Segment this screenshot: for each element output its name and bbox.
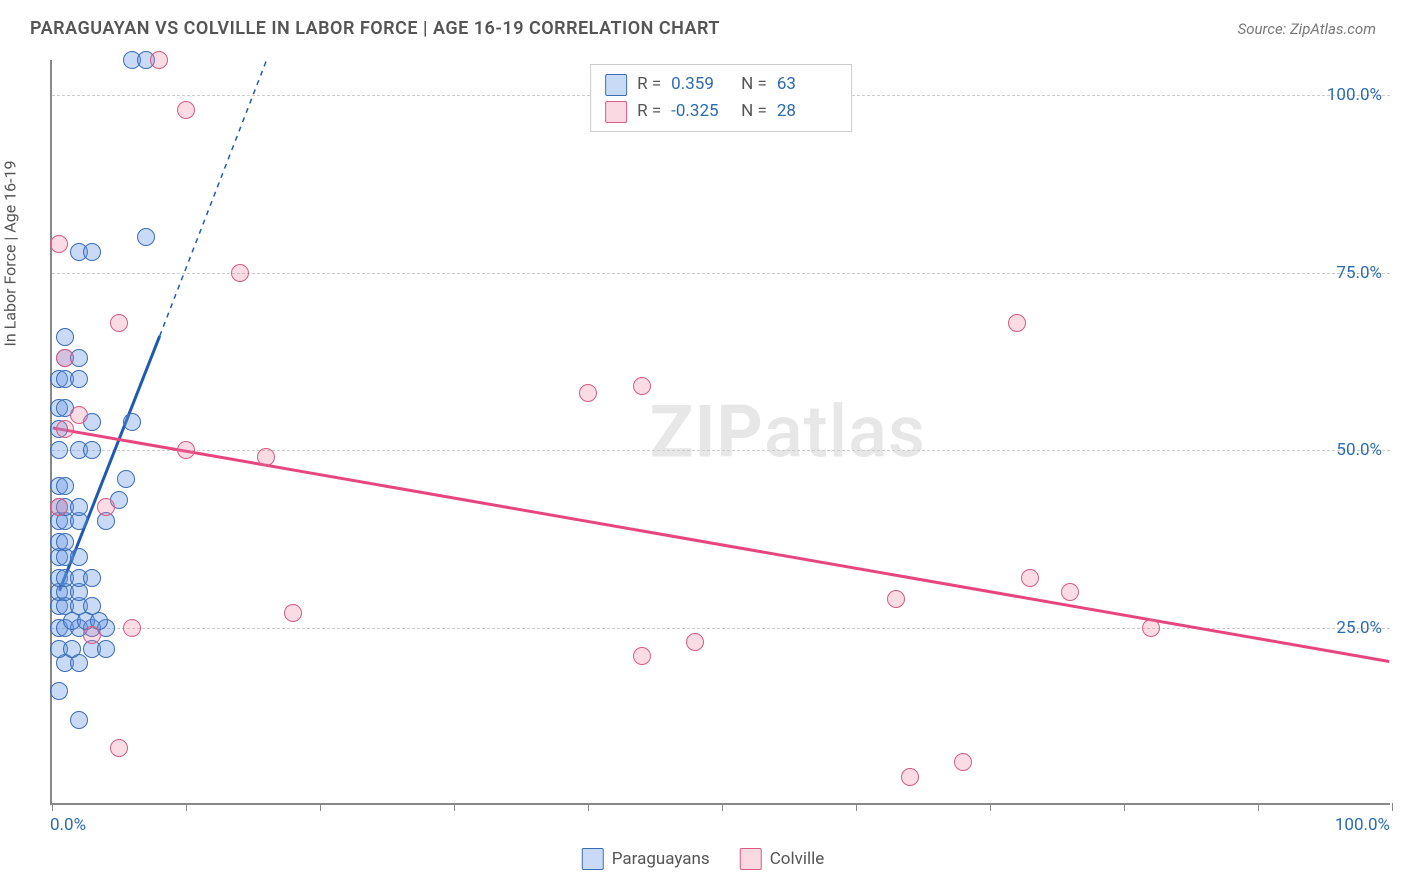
scatter-point-pink	[150, 51, 168, 69]
scatter-point-pink	[70, 406, 88, 424]
scatter-point-pink	[633, 647, 651, 665]
scatter-point-pink	[97, 498, 115, 516]
scatter-point-pink	[50, 235, 68, 253]
gridline	[52, 450, 1390, 451]
trend-line-pink	[53, 428, 1389, 662]
x-label-min: 0.0%	[50, 815, 86, 835]
scatter-point-pink	[177, 101, 195, 119]
chart-header: PARAGUAYAN VS COLVILLE IN LABOR FORCE | …	[0, 0, 1406, 49]
scatter-point-blue	[63, 640, 81, 658]
scatter-point-blue	[83, 243, 101, 261]
scatter-point-pink	[56, 420, 74, 438]
y-tick-label: 100.0%	[1327, 85, 1382, 105]
x-label-max: 100.0%	[1335, 815, 1390, 835]
n-value-blue: 63	[777, 71, 837, 98]
legend-item-paraguayans: Paraguayans	[582, 848, 710, 870]
y-tick-label: 25.0%	[1336, 618, 1382, 638]
scatter-point-pink	[177, 441, 195, 459]
stats-row-pink: R = -0.325 N = 28	[605, 98, 837, 125]
y-axis-title: In Labor Force | Age 16-19	[1, 160, 20, 346]
watermark-zip: ZIP	[650, 389, 764, 474]
scatter-point-blue	[137, 228, 155, 246]
watermark: ZIPatlas	[650, 389, 926, 474]
scatter-point-blue	[83, 597, 101, 615]
scatter-point-pink	[123, 619, 141, 637]
scatter-point-blue	[83, 569, 101, 587]
gridline	[52, 273, 1390, 274]
scatter-point-pink	[901, 768, 919, 786]
legend-item-colville: Colville	[740, 848, 825, 870]
r-value-pink: -0.325	[671, 98, 731, 125]
scatter-point-pink	[50, 498, 68, 516]
r-value-blue: 0.359	[671, 71, 731, 98]
x-tick	[1258, 803, 1259, 811]
scatter-point-blue	[50, 682, 68, 700]
scatter-point-pink	[633, 377, 651, 395]
n-label: N =	[741, 71, 767, 98]
scatter-point-pink	[56, 349, 74, 367]
scatter-point-blue	[70, 711, 88, 729]
r-label: R =	[637, 98, 661, 125]
scatter-point-blue	[97, 640, 115, 658]
y-tick-label: 50.0%	[1336, 440, 1382, 460]
r-label: R =	[637, 71, 661, 98]
scatter-point-pink	[257, 448, 275, 466]
scatter-point-pink	[284, 604, 302, 622]
x-tick	[1392, 803, 1393, 811]
scatter-point-pink	[1061, 583, 1079, 601]
trend-line-blue-dashed	[160, 60, 267, 336]
scatter-point-pink	[579, 384, 597, 402]
plot-area: R = 0.359 N = 63 R = -0.325 N = 28 ZIPat…	[50, 60, 1390, 805]
scatter-point-blue	[117, 470, 135, 488]
x-tick	[454, 803, 455, 811]
swatch-pink-icon	[740, 848, 762, 870]
y-tick-label: 75.0%	[1336, 263, 1382, 283]
swatch-blue-icon	[605, 74, 627, 96]
x-tick	[990, 803, 991, 811]
watermark-atlas: atlas	[764, 389, 926, 474]
scatter-point-blue	[56, 533, 74, 551]
x-tick	[722, 803, 723, 811]
scatter-point-blue	[70, 370, 88, 388]
scatter-point-pink	[110, 739, 128, 757]
swatch-pink-icon	[605, 101, 627, 123]
stats-legend: R = 0.359 N = 63 R = -0.325 N = 28	[590, 64, 852, 132]
x-tick	[1124, 803, 1125, 811]
scatter-point-blue	[70, 548, 88, 566]
x-tick	[588, 803, 589, 811]
x-axis-labels: 0.0% 100.0%	[50, 815, 1390, 845]
legend-label-colville: Colville	[770, 849, 825, 869]
scatter-point-pink	[954, 753, 972, 771]
scatter-point-blue	[50, 441, 68, 459]
x-tick	[320, 803, 321, 811]
scatter-point-blue	[56, 477, 74, 495]
chart-source: Source: ZipAtlas.com	[1238, 20, 1376, 38]
trend-lines-layer	[52, 60, 1390, 803]
scatter-point-pink	[231, 264, 249, 282]
scatter-point-pink	[1142, 619, 1160, 637]
n-label: N =	[741, 98, 767, 125]
scatter-point-pink	[1008, 314, 1026, 332]
swatch-blue-icon	[582, 848, 604, 870]
scatter-point-blue	[70, 498, 88, 516]
stats-row-blue: R = 0.359 N = 63	[605, 71, 837, 98]
gridline	[52, 628, 1390, 629]
scatter-point-pink	[1021, 569, 1039, 587]
n-value-pink: 28	[777, 98, 837, 125]
scatter-point-pink	[83, 626, 101, 644]
scatter-point-pink	[686, 633, 704, 651]
chart-title: PARAGUAYAN VS COLVILLE IN LABOR FORCE | …	[30, 18, 720, 39]
series-legend: Paraguayans Colville	[582, 848, 824, 870]
scatter-point-blue	[56, 328, 74, 346]
x-tick	[856, 803, 857, 811]
scatter-point-pink	[887, 590, 905, 608]
chart-container: PARAGUAYAN VS COLVILLE IN LABOR FORCE | …	[0, 0, 1406, 892]
scatter-point-blue	[83, 441, 101, 459]
scatter-point-blue	[123, 413, 141, 431]
scatter-point-pink	[110, 314, 128, 332]
x-tick	[52, 803, 53, 811]
x-tick	[186, 803, 187, 811]
legend-label-paraguayans: Paraguayans	[612, 849, 710, 869]
